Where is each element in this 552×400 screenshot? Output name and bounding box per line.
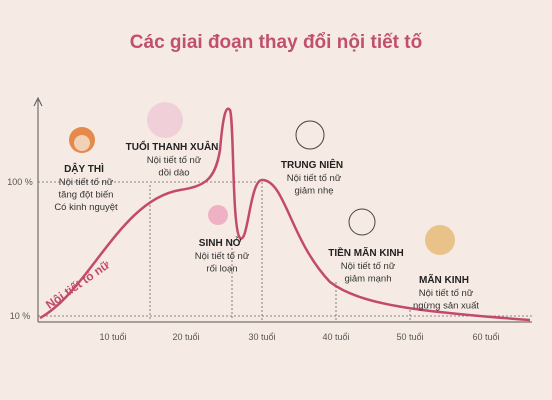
stage-text: Nội tiết tố nữ [287, 173, 342, 184]
icons [69, 102, 455, 255]
stage-text: Nội tiết tố nữ [341, 261, 396, 272]
stage-text: Nội tiết tố nữ [195, 251, 250, 262]
stage-name: DẬY THÌ [64, 162, 104, 175]
stage-text: Nội tiết tố nữ [59, 177, 114, 188]
stage-text: dồi dào [158, 168, 189, 179]
y-arrow [33, 96, 43, 107]
stage-text: tăng đột biến [59, 190, 114, 201]
x-tick-label: 60 tuổi [472, 332, 499, 342]
title: Các giai đoạn thay đổi nội tiết tố [130, 32, 423, 53]
stage-name: TIỀN MÃN KINH [328, 246, 404, 259]
x-tick-label: 40 tuổi [322, 332, 349, 342]
stage-name: SINH NỞ [199, 236, 242, 249]
stage-text: giảm mạnh [345, 274, 392, 285]
stage-name: TUỔI THANH XUÂN [126, 140, 219, 153]
curve-label: Nội tiết tố nữ [43, 257, 112, 311]
stage-text: rối loạn [206, 264, 237, 275]
stage-text: Nội tiết tố nữ [419, 288, 474, 299]
x-tick-label: 50 tuổi [396, 332, 423, 342]
hormone-curve [39, 107, 531, 322]
stage-text: giảm nhẹ [294, 186, 333, 197]
x-tick-label: 30 tuổi [248, 332, 275, 342]
x-tick-label: 20 tuổi [172, 332, 199, 342]
x-tick-label: 10 tuổi [99, 332, 126, 342]
y-tick: 10 % [10, 311, 31, 321]
stage-text: ngừng sản xuất [413, 301, 479, 312]
y-tick: 100 % [7, 177, 33, 187]
stage-text: Có kinh nguyệt [54, 202, 118, 213]
stage-text: Nội tiết tố nữ [147, 155, 202, 166]
stage-name: TRUNG NIÊN [281, 158, 343, 171]
stage-name: MÃN KINH [419, 273, 469, 286]
guides [149, 182, 411, 320]
